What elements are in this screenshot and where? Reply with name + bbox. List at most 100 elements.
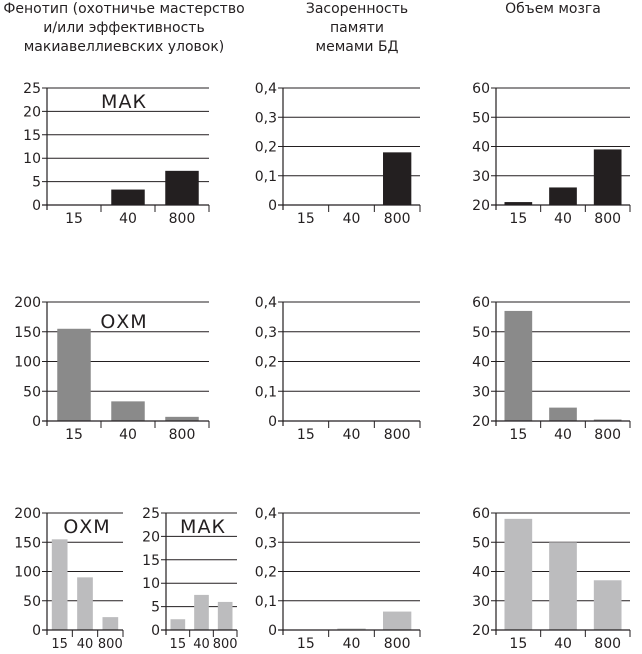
chart-title: МАК [180, 516, 226, 538]
x-tick-label: 800 [169, 427, 196, 443]
x-tick-label: 15 [297, 427, 315, 443]
x-tick-label: 40 [119, 211, 137, 227]
bar [217, 601, 233, 630]
x-tick-label: 40 [554, 211, 572, 227]
y-tick-label: 60 [472, 506, 490, 522]
y-tick-label: 0,4 [255, 506, 277, 522]
y-tick-label: 0,3 [255, 535, 277, 551]
y-tick-label: 5 [32, 175, 41, 191]
y-tick-label: 30 [472, 594, 490, 610]
y-tick-label: 0,1 [255, 384, 277, 400]
y-tick-label: 50 [23, 594, 41, 610]
bar [549, 187, 577, 205]
bar [504, 518, 533, 630]
y-tick-label: 15 [23, 128, 41, 144]
y-tick-label: 0 [32, 623, 41, 639]
column-title-phenotype-line-2: и/или эффективность [43, 20, 205, 36]
x-tick-label: 40 [343, 427, 361, 443]
bar [51, 539, 68, 630]
bar [383, 152, 412, 205]
y-tick-label: 50 [472, 110, 490, 126]
y-tick-label: 40 [472, 565, 490, 581]
column-title-meme-clutter-line-1: Засоренность [305, 1, 409, 17]
column-title-phenotype-line-1: Фенотип (охотничье мастерство [3, 1, 245, 17]
x-tick-label: 40 [554, 427, 572, 443]
y-tick-label: 50 [23, 384, 41, 400]
y-tick-label: 0,4 [255, 81, 277, 97]
x-tick-label: 800 [594, 211, 621, 227]
column-title-phenotype-line-3: макиавеллиевских уловок) [23, 39, 225, 55]
x-tick-label: 800 [384, 427, 411, 443]
y-tick-label: 100 [14, 565, 41, 581]
y-tick-label: 0,1 [255, 594, 277, 610]
y-tick-label: 0 [32, 414, 41, 430]
y-tick-label: 10 [23, 151, 41, 167]
bar [549, 542, 577, 630]
y-tick-label: 0,3 [255, 110, 277, 126]
x-tick-label: 800 [594, 427, 621, 443]
x-tick-label: 800 [169, 211, 196, 227]
y-tick-label: 30 [472, 384, 490, 400]
x-tick-label: 15 [509, 211, 527, 227]
bar [337, 628, 366, 630]
bar [194, 594, 209, 630]
y-tick-label: 100 [14, 355, 41, 371]
x-tick-label: 40 [77, 637, 94, 652]
x-tick-label: 15 [297, 211, 315, 227]
y-tick-label: 20 [472, 414, 490, 430]
y-tick-label: 150 [14, 535, 41, 551]
bar [504, 310, 533, 421]
y-tick-label: 50 [472, 535, 490, 551]
y-tick-label: 5 [151, 600, 160, 616]
x-tick-label: 40 [554, 636, 572, 652]
y-tick-label: 10 [142, 576, 160, 592]
bar [170, 619, 186, 630]
y-tick-label: 30 [472, 169, 490, 185]
x-tick-label: 800 [594, 636, 621, 652]
y-tick-label: 0,2 [255, 565, 277, 581]
column-title-brain-volume: Объем мозга [488, 0, 618, 19]
x-tick-label: 15 [51, 637, 68, 652]
bar [593, 149, 622, 205]
column-title-phenotype: Фенотип (охотничье мастерство и/или эффе… [2, 0, 246, 57]
y-tick-label: 0 [32, 198, 41, 214]
y-tick-label: 0,2 [255, 355, 277, 371]
x-tick-label: 40 [119, 427, 137, 443]
bar [77, 577, 93, 630]
column-title-meme-clutter-line-2: памяти [330, 20, 384, 36]
y-tick-label: 40 [472, 355, 490, 371]
y-tick-label: 15 [142, 553, 160, 569]
bar [111, 189, 145, 205]
chart-title: ОХМ [63, 516, 110, 538]
bar [549, 407, 577, 421]
y-tick-label: 20 [472, 623, 490, 639]
y-tick-label: 40 [472, 140, 490, 156]
y-tick-label: 20 [142, 529, 160, 545]
y-tick-label: 0,3 [255, 325, 277, 341]
y-tick-label: 0,4 [255, 295, 277, 311]
y-tick-label: 0 [268, 623, 277, 639]
y-tick-label: 0,2 [255, 140, 277, 156]
x-tick-label: 15 [65, 427, 83, 443]
x-tick-label: 15 [65, 211, 83, 227]
chart-title: МАК [101, 91, 147, 113]
x-tick-label: 40 [343, 211, 361, 227]
x-tick-label: 800 [384, 211, 411, 227]
y-tick-label: 20 [472, 198, 490, 214]
y-tick-label: 20 [23, 104, 41, 120]
y-tick-label: 60 [472, 81, 490, 97]
bar [383, 611, 412, 630]
bar [165, 170, 199, 205]
x-tick-label: 15 [297, 636, 315, 652]
y-tick-label: 0 [268, 414, 277, 430]
y-tick-label: 60 [472, 295, 490, 311]
x-tick-label: 40 [193, 637, 210, 652]
column-title-brain-volume-line-1: Объем мозга [505, 1, 601, 17]
x-tick-label: 15 [170, 637, 187, 652]
column-title-meme-clutter-line-3: мемами БД [315, 39, 399, 55]
chart-title: ОХМ [100, 311, 147, 333]
x-tick-label: 15 [509, 636, 527, 652]
x-tick-label: 800 [384, 636, 411, 652]
y-tick-label: 200 [14, 295, 41, 311]
